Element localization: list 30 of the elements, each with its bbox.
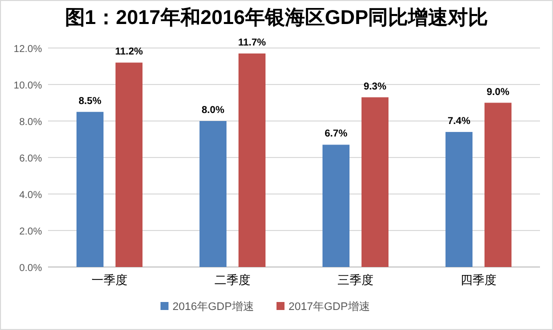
bar [322,144,350,267]
data-label: 11.7% [238,37,266,48]
bar [76,112,104,267]
data-label: 8.0% [202,105,225,116]
data-label: 7.4% [448,116,471,127]
data-label: 9.3% [364,81,387,92]
legend-label: 2016年GDP增速 [172,300,254,313]
bar [446,132,472,267]
bar [484,102,512,267]
data-label: 11.2% [115,46,144,58]
y-tick-label: 12.0% [14,44,42,55]
y-tick-label: 10.0% [14,80,42,92]
bar [116,62,142,267]
bar [362,97,388,267]
bar [238,53,266,267]
data-label: 9.0% [486,86,510,98]
y-tick-label: 0.0% [19,263,42,274]
x-tick-label: 二季度 [214,273,250,287]
chart-title: 图1：2017年和2016年银海区GDP同比增速对比 [64,6,488,29]
y-tick-label: 8.0% [19,117,42,128]
data-label: 6.7% [324,128,348,140]
y-tick-label: 6.0% [19,154,42,164]
data-label: 8.5% [78,96,102,107]
y-tick-label: 4.0% [19,190,42,201]
legend-label: 2017年GDP增速 [288,300,370,313]
y-tick-label: 2.0% [19,226,42,238]
x-tick-label: 三季度 [338,273,374,287]
bar [200,121,226,267]
x-tick-label: 一季度 [92,273,128,287]
x-tick-label: 四季度 [460,273,496,287]
